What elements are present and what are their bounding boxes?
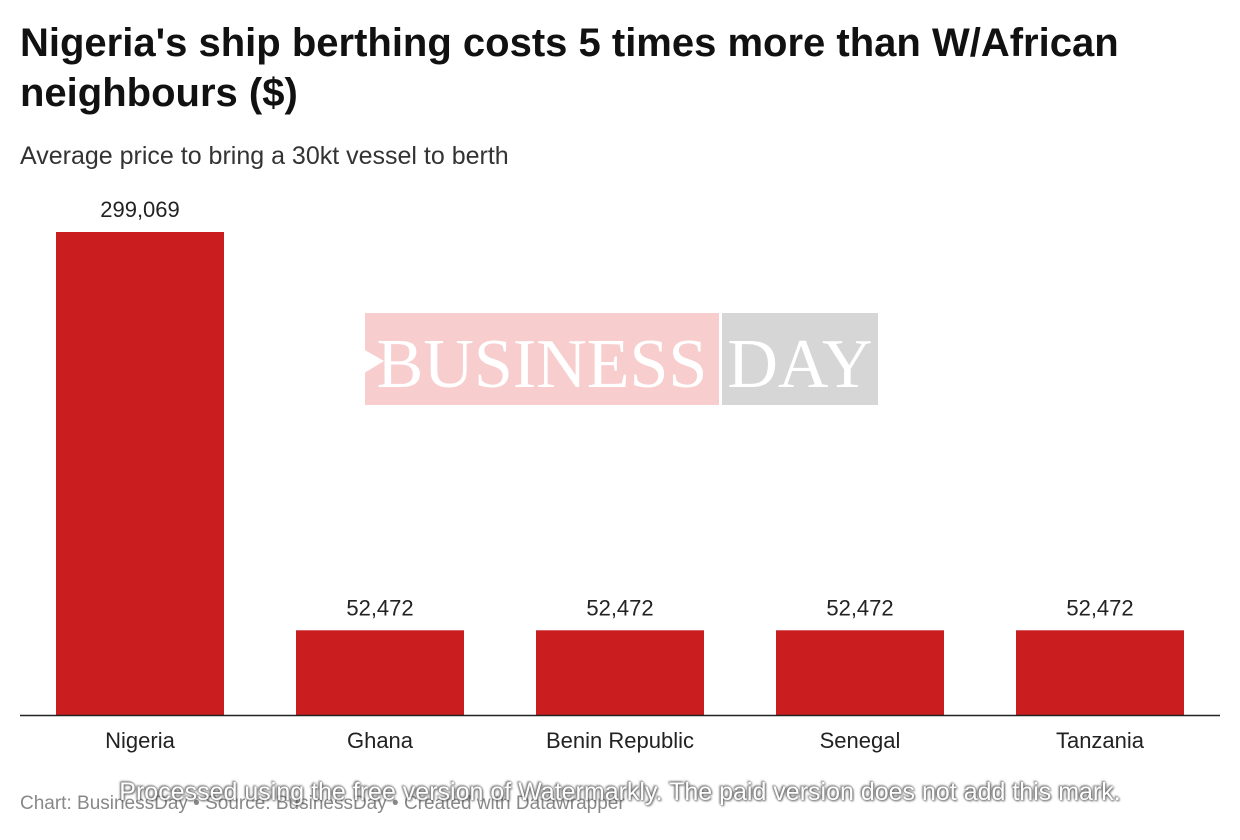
category-label: Ghana [347, 728, 414, 753]
bars-layer [56, 232, 1184, 715]
category-label: Benin Republic [546, 728, 694, 753]
chart-title: Nigeria's ship berthing costs 5 times mo… [20, 21, 1119, 115]
bar-chart: BUSINESS DAY 299,069 Nigeria 52,472 Ghana 52… [20, 197, 1220, 753]
value-label: 52,472 [826, 595, 893, 620]
value-label: 299,069 [100, 197, 180, 222]
value-label: 52,472 [346, 595, 413, 620]
businessday-logo-watermark: BUSINESS DAY [356, 313, 878, 405]
logo-grey-block [722, 313, 878, 405]
chart-subtitle: Average price to bring a 30kt vessel to … [20, 142, 509, 170]
play-arrow-icon [356, 345, 384, 378]
labels-layer: 299,069 Nigeria 52,472 Ghana 52,472 Benin Rep… [100, 197, 1145, 753]
bar-tanzania [1016, 630, 1184, 715]
chart-footer-credit: Chart: BusinessDay • Source: BusinessDay… [20, 793, 625, 814]
bar-nigeria [56, 232, 224, 715]
category-label: Senegal [820, 728, 901, 753]
logo-text-business: BUSINESS [377, 326, 708, 403]
bar-senegal [776, 630, 944, 715]
logo-red-block [365, 313, 719, 405]
watermarkly-notice: Processed using the free version of Wate… [119, 778, 1121, 806]
bar-benin-republic [536, 630, 704, 715]
value-label: 52,472 [1066, 595, 1133, 620]
category-label: Nigeria [105, 728, 175, 753]
bar-ghana [296, 630, 464, 715]
category-label: Tanzania [1056, 728, 1145, 753]
value-label: 52,472 [586, 595, 653, 620]
logo-text-day: DAY [727, 326, 872, 403]
